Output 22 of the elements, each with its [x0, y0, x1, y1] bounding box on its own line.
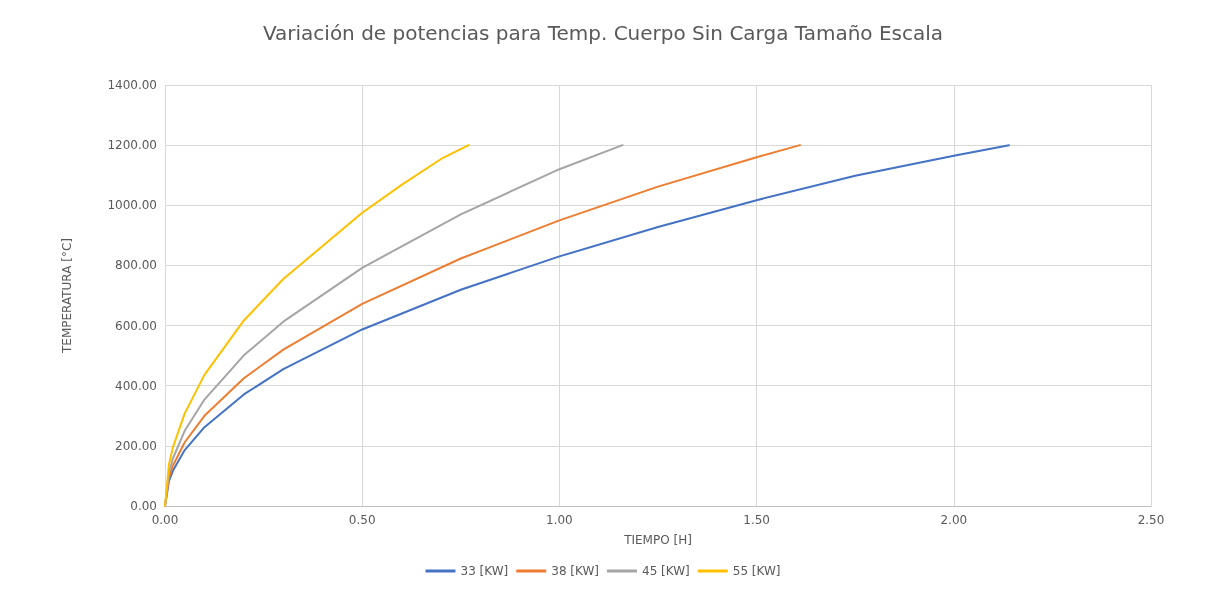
- y-tick-label: 0.00: [130, 499, 157, 513]
- legend-label: 33 [KW]: [460, 564, 509, 578]
- y-tick-label: 800.00: [115, 258, 157, 273]
- y-tick-label: 1400.00: [107, 78, 157, 92]
- y-axis-title: TEMPERATURA [°C]: [60, 238, 74, 354]
- y-tick-label: 200.00: [115, 438, 157, 453]
- x-tick-label: 0.50: [348, 513, 376, 527]
- legend-label: 38 [KW]: [551, 564, 600, 578]
- y-tick-label: 600.00: [115, 318, 157, 333]
- chart-title: Variación de potencias para Temp. Cuerpo Sin Carga Tamaño Escala: [262, 21, 944, 45]
- x-tick-label: 2.50: [1137, 513, 1165, 527]
- x-tick-label: 2.00: [940, 513, 968, 527]
- x-tick-label: 0.00: [151, 513, 179, 527]
- y-tick-label: 1000.00: [107, 198, 157, 213]
- legend-label: 45 [KW]: [642, 564, 690, 578]
- y-tick-label: 400.00: [115, 378, 157, 393]
- x-tick-label: 1.00: [546, 513, 573, 527]
- y-tick-label: 1200.00: [107, 138, 157, 153]
- x-tick-label: 1.50: [743, 513, 770, 527]
- legend-label: 55 [KW]: [732, 564, 781, 578]
- line-series: [164, 144, 470, 507]
- x-axis-title: TIEMPO [H]: [623, 533, 692, 547]
